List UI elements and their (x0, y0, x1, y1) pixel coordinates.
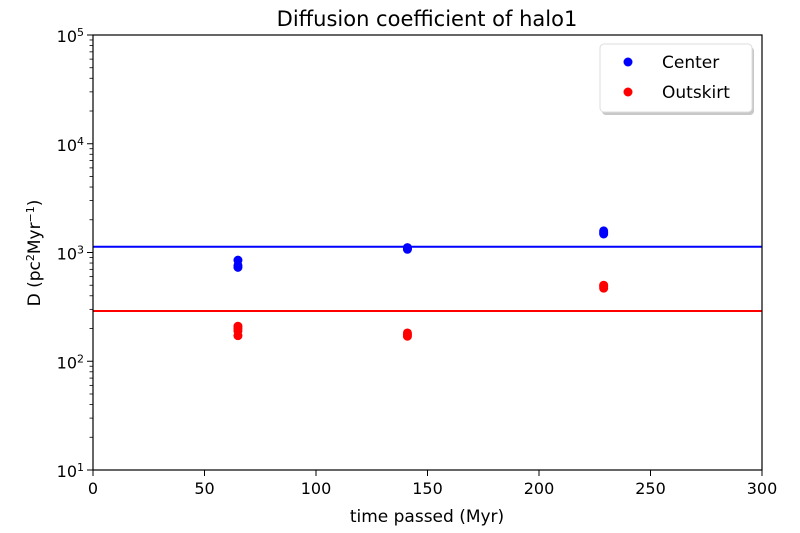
plot-marks (93, 226, 762, 341)
y-tick-label: 104 (57, 134, 84, 155)
legend: Center Outskirt (599, 43, 754, 115)
legend-marker-center (623, 57, 633, 67)
legend-box (599, 43, 753, 113)
x-tick-label: 100 (301, 479, 332, 498)
outskirt-point (599, 283, 609, 293)
legend-label-center: Center (662, 53, 719, 73)
center-point (402, 243, 412, 253)
center-point (233, 262, 243, 272)
x-axis-label: time passed (Myr) (350, 507, 504, 527)
x-tick-label: 250 (635, 479, 666, 498)
x-tick-label: 150 (412, 479, 443, 498)
outskirt-point (402, 331, 412, 341)
y-axis-label: D (pc2Myr−1) (24, 200, 46, 307)
x-axis-ticks: 0 50 100 150 200 250 300 (88, 470, 777, 498)
y-tick-label: 103 (57, 243, 84, 264)
y-label-mid: Myr (25, 222, 45, 254)
y-label-sup1: 2 (24, 254, 37, 261)
y-tick-label: 102 (57, 352, 84, 373)
x-tick-label: 200 (524, 479, 555, 498)
x-tick-label: 300 (747, 479, 778, 498)
center-point (599, 229, 609, 239)
x-tick-label: 0 (88, 479, 98, 498)
y-tick-label: 105 (57, 26, 84, 47)
chart-title: Diffusion coefficient of halo1 (277, 7, 578, 31)
legend-label-outskirt: Outskirt (662, 83, 730, 103)
y-axis-ticks: 101 102 103 104 105 (57, 26, 93, 482)
y-label-base: D (pc (25, 261, 45, 306)
outskirt-point (233, 331, 243, 341)
y-label-sup2: −1 (24, 206, 37, 222)
y-tick-label: 101 (57, 461, 84, 482)
legend-marker-outskirt (623, 87, 633, 97)
x-tick-label: 50 (194, 479, 214, 498)
y-label-end: ) (25, 200, 45, 207)
